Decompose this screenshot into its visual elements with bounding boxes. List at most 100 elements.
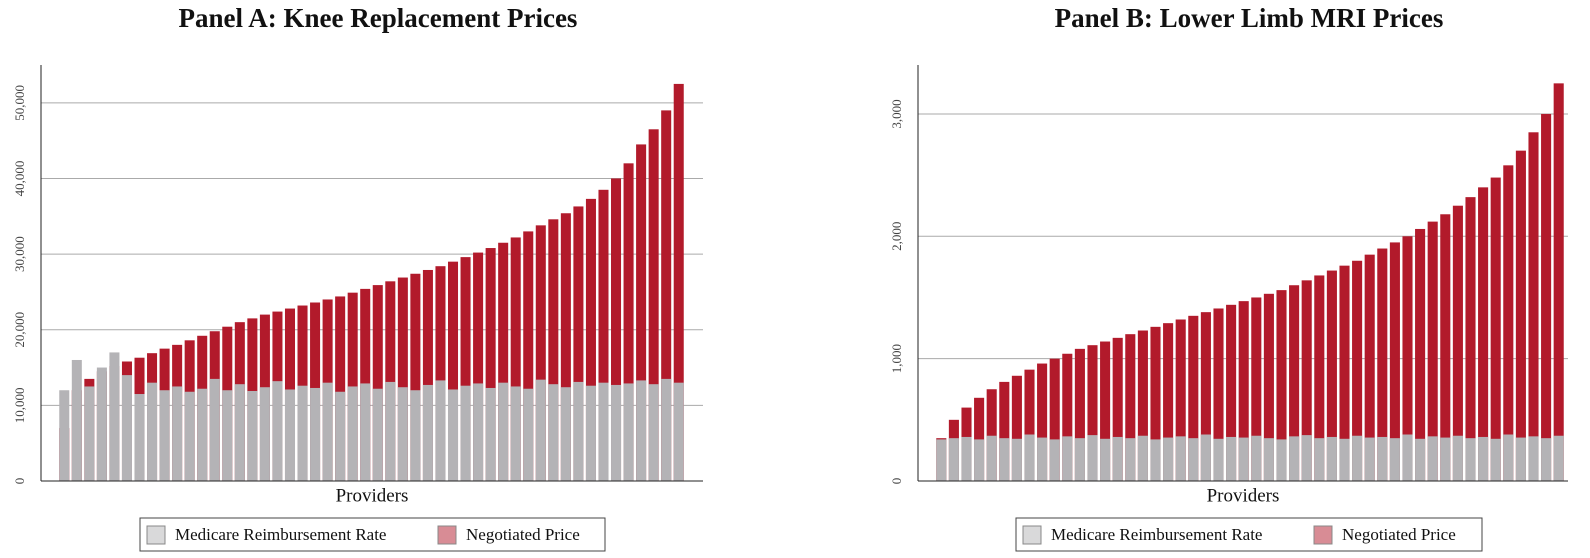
bar (498, 242, 509, 481)
bar (1074, 348, 1085, 481)
bar (1024, 369, 1035, 481)
bar (385, 381, 396, 481)
bar (1528, 436, 1539, 481)
bar (1402, 236, 1413, 481)
legend-box (1015, 517, 1483, 552)
bar (460, 385, 471, 481)
bar (1339, 265, 1350, 481)
y-tick-label: 30,000 (12, 236, 27, 272)
bar (510, 237, 521, 481)
bar (410, 390, 421, 481)
bar (1137, 435, 1148, 481)
legend-box (139, 517, 606, 552)
bar (535, 379, 546, 481)
bar (1062, 436, 1073, 481)
bar (1037, 363, 1048, 481)
bar (1137, 330, 1148, 481)
bar (473, 252, 484, 481)
bar (1490, 438, 1501, 481)
bar (1112, 337, 1123, 481)
bar (573, 381, 584, 481)
chart-title: Panel B: Lower Limb MRI Prices (1055, 3, 1444, 33)
bar (1112, 436, 1123, 481)
bar (986, 389, 997, 481)
chart-title: Panel A: Knee Replacement Prices (179, 3, 578, 33)
bar (1251, 435, 1262, 481)
bar (961, 436, 972, 481)
bar (611, 384, 622, 481)
bar (1024, 434, 1035, 481)
bar (999, 381, 1010, 481)
bar (96, 367, 107, 481)
bar (1553, 435, 1564, 481)
bar (435, 266, 446, 481)
bar (523, 231, 534, 481)
bar (623, 163, 634, 481)
bar (1478, 187, 1489, 481)
bar (1377, 248, 1388, 481)
bar (385, 281, 396, 481)
bar (1125, 334, 1136, 481)
bar (1011, 375, 1022, 481)
bar (1238, 437, 1249, 481)
y-tick-label: 1,000 (889, 344, 904, 373)
bar (197, 388, 208, 481)
bar (535, 225, 546, 481)
bar (1452, 435, 1463, 481)
bar (247, 390, 258, 481)
bar (284, 389, 296, 481)
bar (297, 385, 308, 481)
y-tick-label: 0 (12, 478, 27, 485)
bar (259, 387, 270, 481)
bar (598, 382, 609, 481)
bar (1188, 315, 1199, 481)
bar (510, 386, 521, 481)
bar (272, 381, 283, 481)
bar (1188, 438, 1199, 481)
bar (1301, 435, 1312, 481)
bar (109, 352, 120, 481)
bar (1415, 438, 1426, 481)
bar (648, 384, 659, 481)
bar (585, 198, 596, 482)
bar (1226, 304, 1237, 481)
y-tick-label: 0 (889, 478, 904, 485)
bar (636, 380, 647, 481)
bar (172, 386, 183, 481)
bar (1301, 280, 1312, 481)
bar (598, 189, 609, 482)
bar (460, 257, 471, 481)
bar (1402, 434, 1413, 481)
bar (560, 387, 571, 481)
bar (1087, 345, 1098, 481)
bar (335, 296, 346, 481)
bar (360, 383, 371, 481)
bar (548, 384, 559, 481)
bar (560, 213, 571, 482)
bar (1011, 438, 1022, 481)
bar (1100, 438, 1111, 481)
bar (999, 438, 1010, 481)
bar (1541, 438, 1552, 481)
y-tick-label: 2,000 (889, 222, 904, 251)
bar (1276, 439, 1287, 481)
bar (1415, 228, 1426, 481)
bar (1150, 439, 1161, 481)
bar (1465, 197, 1476, 481)
legend-swatch (146, 525, 166, 545)
bar (473, 383, 484, 481)
bar (1163, 323, 1174, 481)
bar (1364, 437, 1375, 481)
bar (1263, 293, 1274, 481)
bar (209, 378, 220, 481)
y-tick-label: 40,000 (12, 161, 27, 197)
x-axis-label: Providers (336, 485, 409, 506)
bar (1364, 254, 1375, 481)
bar (1427, 436, 1438, 481)
bar (661, 110, 672, 481)
legend-label: Medicare Reimbursement Rate (175, 525, 386, 544)
bar (1289, 436, 1300, 481)
bar (1515, 150, 1526, 481)
bar (1427, 221, 1438, 482)
bar (1314, 438, 1325, 481)
